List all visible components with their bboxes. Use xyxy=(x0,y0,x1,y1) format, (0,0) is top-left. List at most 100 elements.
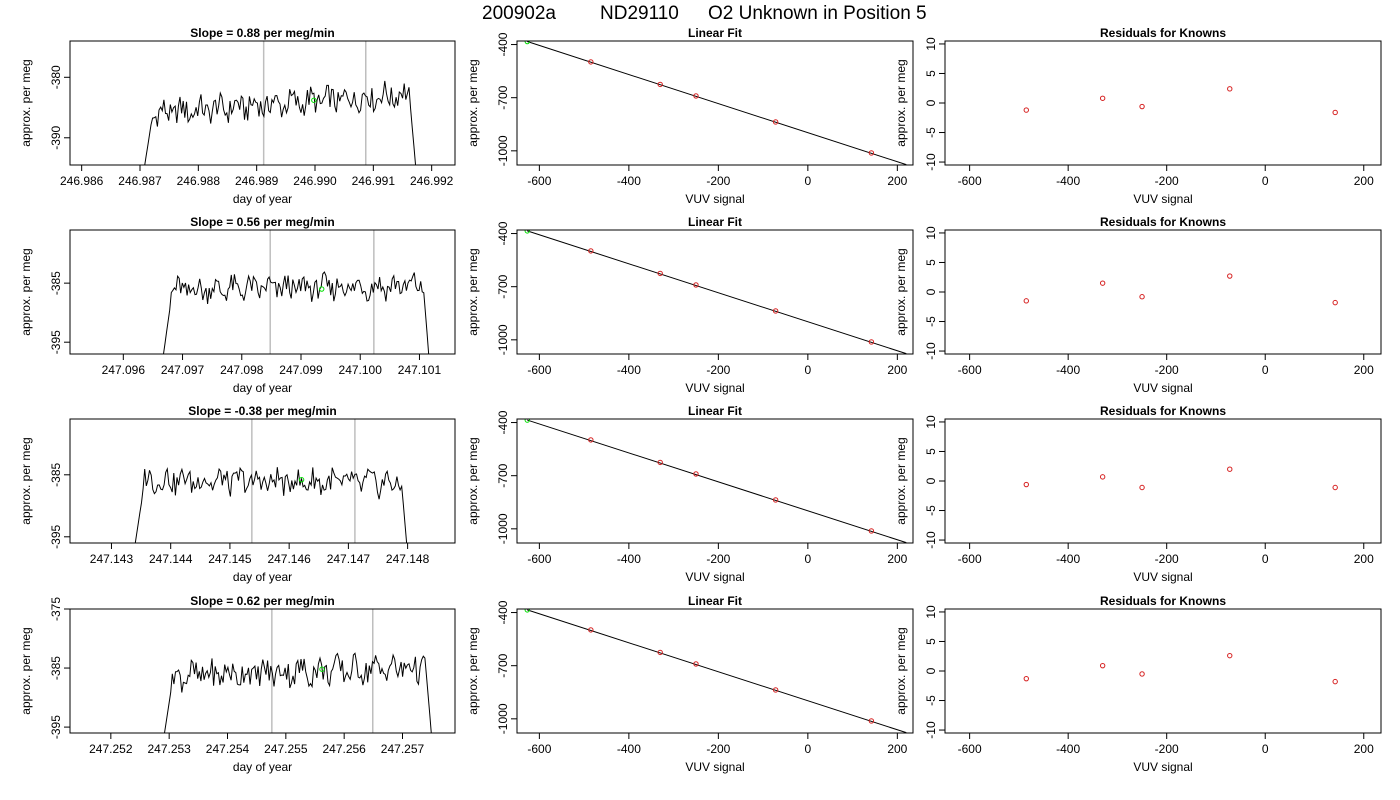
plot-frame xyxy=(516,608,914,734)
residual-point xyxy=(1023,298,1029,304)
x-axis-label: VUV signal xyxy=(1133,381,1192,395)
y-axis-label: approx. per meg xyxy=(894,437,908,524)
x-tick-label: 247.252 xyxy=(89,742,133,756)
y-tick-label: -5 xyxy=(924,695,938,706)
y-axis-label: approx. per meg xyxy=(466,627,480,714)
x-tick-label: 247.144 xyxy=(149,552,193,566)
panel-title: Residuals for Knowns xyxy=(1100,215,1226,229)
known-standard-point xyxy=(772,687,779,693)
panel-time-series-row-2: Slope = 0.56 per meg/min 247.096 247.097 24… xyxy=(19,215,456,395)
y-axis-label: approx. per meg xyxy=(894,59,908,146)
y-tick-label: -5 xyxy=(924,127,938,138)
y-tick-label: -10 xyxy=(924,342,938,360)
plot-area xyxy=(1023,466,1338,491)
residual-point xyxy=(1139,294,1145,300)
x-tick-label: -400 xyxy=(1056,363,1080,377)
known-standard-point xyxy=(693,282,699,288)
x-tick-label: -400 xyxy=(617,174,641,188)
panel-time-series-row-1: Slope = 0.88 per meg/min 246.986 246.987 24… xyxy=(19,26,456,206)
residual-point xyxy=(1023,675,1029,682)
x-tick-label: 200 xyxy=(887,174,907,188)
panel-title: Slope = 0.88 per meg/min xyxy=(190,26,334,40)
x-tick-label: 246.987 xyxy=(118,174,162,188)
unknown-mean-point xyxy=(298,477,305,483)
x-tick-label: 247.098 xyxy=(220,363,264,377)
fit-line xyxy=(527,419,907,543)
x-axis-label: VUV signal xyxy=(685,760,744,774)
x-tick-label: 0 xyxy=(805,174,812,188)
y-tick-label: -400 xyxy=(496,410,510,434)
residual-point xyxy=(1227,466,1233,472)
panel-residuals-row-1: Residuals for Knowns -600 -400 -200 0 200 -10 -… xyxy=(894,26,1382,206)
x-tick-label: -600 xyxy=(958,742,982,756)
x-tick-label: 247.097 xyxy=(161,363,205,377)
known-standard-point xyxy=(657,459,663,466)
panel-title: Linear Fit xyxy=(688,215,742,229)
panel-linear-fit-row-1: Linear Fit -600 -400 -200 0 200 -400 -700 -1000 V… xyxy=(466,26,914,206)
y-tick-label: -1000 xyxy=(496,703,510,734)
panel-time-series-row-3: Slope = -0.38 per meg/min 247.143 247.144 2… xyxy=(19,404,456,584)
x-tick-label: 247.254 xyxy=(206,742,250,756)
y-tick-label: -5 xyxy=(924,316,938,327)
x-tick-label: 0 xyxy=(805,363,812,377)
known-standard-point xyxy=(657,81,663,88)
y-tick-label: 10 xyxy=(924,37,938,51)
x-tick-label: -200 xyxy=(706,552,730,566)
plot-frame xyxy=(944,40,1382,166)
unknown-point xyxy=(524,41,530,45)
residual-point xyxy=(1099,474,1106,480)
figure-title-description: O2 Unknown in Position 5 xyxy=(708,3,927,24)
residual-point xyxy=(1023,481,1029,488)
residual-point xyxy=(1099,280,1106,286)
x-tick-label: -600 xyxy=(527,742,551,756)
y-axis-label: approx. per meg xyxy=(19,627,33,714)
x-tick-label: 0 xyxy=(1262,174,1269,188)
y-axis-label: approx. per meg xyxy=(466,248,480,335)
plot-area xyxy=(524,230,907,354)
y-tick-label: 10 xyxy=(924,415,938,429)
residual-point xyxy=(1023,107,1029,113)
known-standard-point xyxy=(588,59,594,65)
panel-residuals-row-3: Residuals for Knowns -600 -400 -200 0 200 -10 -… xyxy=(894,404,1382,584)
known-standard-point xyxy=(868,339,875,345)
y-axis-label: approx. per meg xyxy=(894,627,908,714)
x-tick-label: 0 xyxy=(805,552,812,566)
panel-title: Linear Fit xyxy=(688,594,742,608)
panel-title: Slope = 0.56 per meg/min xyxy=(190,215,334,229)
x-tick-label: -200 xyxy=(706,363,730,377)
plot-frame xyxy=(944,229,1382,355)
known-standard-point xyxy=(693,93,699,99)
known-standard-point xyxy=(868,718,875,724)
x-tick-label: 200 xyxy=(887,363,907,377)
plot-area xyxy=(144,41,417,165)
panel-title: Residuals for Knowns xyxy=(1100,404,1226,418)
y-axis-label: approx. per meg xyxy=(894,248,908,335)
y-tick-label: -1000 xyxy=(496,135,510,166)
x-tick-label: 0 xyxy=(1262,363,1269,377)
unknown-point xyxy=(524,419,530,423)
known-standard-point xyxy=(693,471,699,477)
fit-line xyxy=(527,41,907,165)
y-tick-label: -385 xyxy=(49,462,63,486)
x-tick-label: 246.991 xyxy=(352,174,396,188)
plot-frame xyxy=(944,418,1382,544)
measurement-trace xyxy=(162,271,430,354)
y-tick-label: -700 xyxy=(496,653,510,677)
known-standard-point xyxy=(588,627,594,633)
residual-point xyxy=(1332,109,1338,116)
residual-point xyxy=(1227,273,1233,279)
x-tick-label: -600 xyxy=(527,363,551,377)
measurement-trace xyxy=(163,652,432,733)
known-standard-point xyxy=(657,649,663,656)
x-tick-label: -600 xyxy=(527,552,551,566)
y-tick-label: -700 xyxy=(496,463,510,487)
panel-title: Linear Fit xyxy=(688,26,742,40)
x-tick-label: 200 xyxy=(1354,742,1374,756)
y-tick-label: 10 xyxy=(924,226,938,240)
y-tick-label: -1000 xyxy=(496,324,510,355)
known-standard-point xyxy=(772,308,779,314)
fit-line xyxy=(527,230,907,354)
x-tick-label: -200 xyxy=(1155,742,1179,756)
x-tick-label: -200 xyxy=(1155,363,1179,377)
x-tick-label: 0 xyxy=(1262,742,1269,756)
